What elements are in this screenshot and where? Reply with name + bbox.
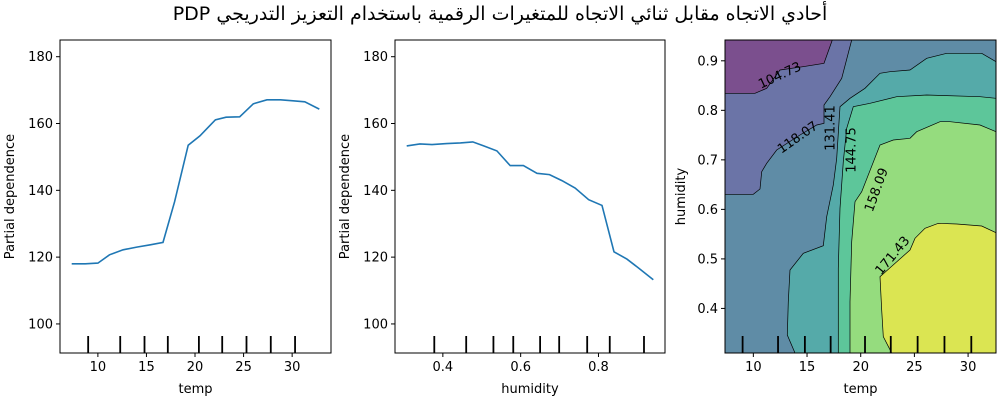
contour-label: 144.75 (845, 127, 860, 173)
x-axis-label: temp (178, 382, 212, 397)
pd-line (406, 141, 654, 281)
x-tick-label: 15 (138, 360, 155, 375)
x-tick-label: 0.4 (433, 360, 454, 375)
y-tick-label: 140 (363, 184, 388, 199)
y-tick-label: 120 (28, 251, 53, 266)
contour-band-above-171 (880, 223, 996, 353)
x-axis-label: humidity (501, 382, 559, 397)
y-tick-label: 0.9 (697, 54, 718, 69)
subplot-1: 10 15 20 25 30 100 120 140 160 180 temp Partial dep… (3, 39, 332, 397)
y-tick-label: 160 (28, 117, 53, 132)
x-tick-label: 10 (90, 360, 107, 375)
contour-line (725, 39, 833, 94)
contour-label: 131.41 (824, 105, 839, 151)
x-axis-label: temp (843, 382, 877, 397)
y-tick-label: 0.4 (697, 302, 718, 317)
y-tick-label: 100 (363, 317, 388, 332)
y-axis-label: Partial dependence (3, 134, 18, 259)
chart-title: PDP أحادي الاتجاه مقابل ثنائي الاتجاه لل… (172, 3, 828, 25)
contour-line (849, 121, 997, 353)
y-tick-label: 0.8 (697, 104, 718, 119)
y-tick-label: 0.5 (697, 252, 718, 267)
y-axis-label: Partial dependence (338, 134, 353, 259)
x-tick-label: 10 (745, 360, 762, 375)
x-tick-label: 25 (906, 360, 923, 375)
y-tick-label: 180 (363, 50, 388, 65)
contour-line (837, 94, 997, 353)
subplot-2: 0.4 0.6 0.8 100 120 140 160 180 humidity Partial … (338, 39, 666, 397)
y-tick-label: 180 (28, 50, 53, 65)
contour-line (786, 52, 997, 354)
x-tick-label: 20 (187, 360, 204, 375)
contour-line (725, 39, 853, 195)
x-tick-label: 0.6 (510, 360, 531, 375)
x-tick-label: 0.8 (588, 360, 609, 375)
y-tick-label: 100 (28, 317, 53, 332)
y-tick-label: 0.7 (697, 153, 718, 168)
y-tick-label: 140 (28, 184, 53, 199)
y-tick-label: 0.6 (697, 203, 718, 218)
x-tick-label: 25 (235, 360, 252, 375)
y-axis-label: humidity (674, 167, 689, 225)
x-tick-label: 20 (852, 360, 869, 375)
contour-band-below-104 (725, 40, 833, 94)
x-tick-label: 30 (284, 360, 301, 375)
y-tick-label: 120 (363, 251, 388, 266)
y-tick-label: 160 (363, 117, 388, 132)
x-tick-label: 30 (960, 360, 977, 375)
axes-frame (59, 39, 332, 354)
pd-line (71, 99, 320, 265)
axes-frame (394, 39, 666, 354)
contour-line (879, 222, 997, 354)
x-tick-label: 15 (799, 360, 816, 375)
